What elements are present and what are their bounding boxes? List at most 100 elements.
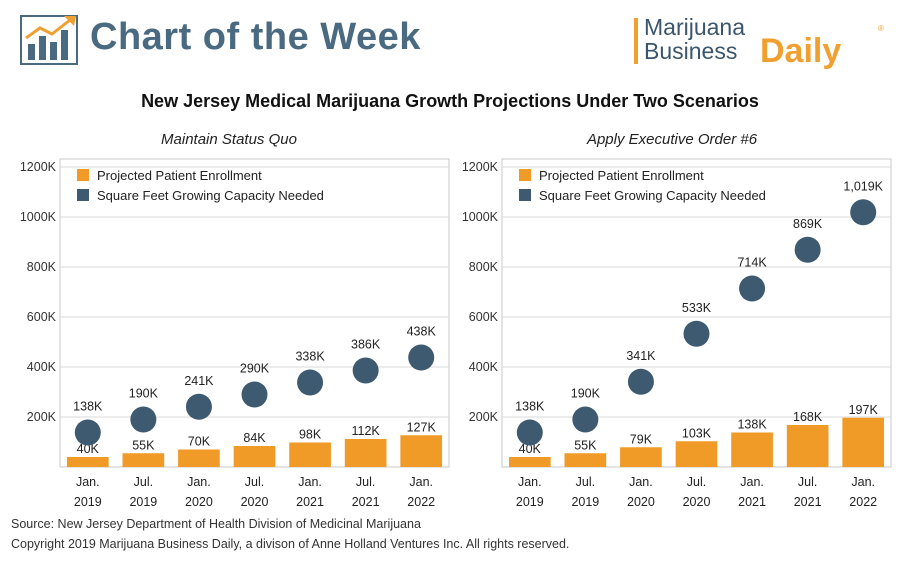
data-point xyxy=(627,368,654,395)
right-chart-title: Apply Executive Order #6 xyxy=(586,131,758,148)
brand-line1: Marijuana xyxy=(644,14,745,40)
x-tick-label-month: Jan. xyxy=(740,475,764,489)
data-point xyxy=(408,344,435,371)
plot-frame xyxy=(59,158,450,468)
point-data-label: 241K xyxy=(184,374,214,388)
y-tick-label: 800K xyxy=(27,260,57,274)
y-tick-label: 1000K xyxy=(462,210,499,224)
legend-swatch-bar xyxy=(519,169,531,181)
y-tick-label: 600K xyxy=(469,310,499,324)
bar xyxy=(122,453,165,467)
bar-data-label: 138K xyxy=(737,418,767,432)
legend-swatch-dot xyxy=(77,189,89,201)
bar xyxy=(731,432,773,467)
x-tick-label-year: 2019 xyxy=(129,495,157,509)
x-tick-label-year: 2021 xyxy=(296,495,324,509)
point-data-label: 438K xyxy=(407,325,437,339)
bar xyxy=(786,425,829,467)
x-tick-label-year: 2022 xyxy=(407,495,435,509)
bar-data-label: 84K xyxy=(243,431,266,445)
x-tick-label-year: 2020 xyxy=(627,495,655,509)
legend-label: Projected Patient Enrollment xyxy=(97,168,262,183)
x-tick-label-month: Jul. xyxy=(798,475,817,489)
point-data-label: 714K xyxy=(737,256,767,270)
chart-main-title: New Jersey Medical Marijuana Growth Proj… xyxy=(141,91,759,111)
legend-label: Square Feet Growing Capacity Needed xyxy=(539,188,766,203)
bar xyxy=(675,441,718,467)
bar-data-label: 55K xyxy=(132,438,155,452)
point-data-label: 190K xyxy=(571,387,601,401)
left-chart-title: Maintain Status Quo xyxy=(161,131,297,148)
legend-swatch-dot xyxy=(519,189,531,201)
brand-accent-bar xyxy=(634,18,638,64)
bar xyxy=(289,442,331,467)
x-tick-label-year: 2020 xyxy=(241,495,269,509)
legend-label: Square Feet Growing Capacity Needed xyxy=(97,188,324,203)
legend-label: Projected Patient Enrollment xyxy=(539,168,704,183)
bar xyxy=(400,435,443,467)
x-tick-label-month: Jan. xyxy=(851,475,875,489)
x-tick-label-month: Jan. xyxy=(187,475,211,489)
point-data-label: 290K xyxy=(240,362,270,376)
point-data-label: 1,019K xyxy=(843,179,883,193)
data-point xyxy=(794,236,821,263)
y-tick-label: 1200K xyxy=(20,160,57,174)
x-tick-label-year: 2020 xyxy=(683,495,711,509)
bar-data-label: 103K xyxy=(682,426,712,440)
y-tick-label: 200K xyxy=(469,410,499,424)
data-point xyxy=(850,199,877,226)
y-tick-label: 1000K xyxy=(20,210,57,224)
chart-of-the-week-icon xyxy=(20,15,78,65)
bar-data-label: 197K xyxy=(849,403,879,417)
y-tick-label: 400K xyxy=(27,360,57,374)
bar-data-label: 40K xyxy=(519,442,542,456)
x-tick-label-month: Jul. xyxy=(245,475,264,489)
y-tick-label: 800K xyxy=(469,260,499,274)
bar xyxy=(344,439,387,467)
legend-swatch-bar xyxy=(77,169,89,181)
data-point xyxy=(241,381,268,408)
point-data-label: 338K xyxy=(295,350,325,364)
data-point xyxy=(297,369,324,396)
x-tick-label-month: Jan. xyxy=(409,475,433,489)
point-data-label: 341K xyxy=(626,349,656,363)
y-tick-label: 400K xyxy=(469,360,499,374)
point-data-label: 386K xyxy=(351,338,381,352)
page-title: Chart of the Week xyxy=(90,16,421,58)
data-point xyxy=(572,406,599,433)
y-tick-label: 200K xyxy=(27,410,57,424)
bar xyxy=(564,453,607,467)
x-tick-label-month: Jul. xyxy=(356,475,375,489)
bar xyxy=(178,449,220,467)
header: Chart of the Week Marijuana Business Dai… xyxy=(0,0,900,80)
x-tick-label-month: Jan. xyxy=(518,475,542,489)
bar-data-label: 79K xyxy=(630,432,653,446)
point-data-label: 533K xyxy=(682,301,712,315)
point-data-label: 138K xyxy=(73,400,103,414)
bar-data-label: 70K xyxy=(188,435,211,449)
x-tick-label-month: Jul. xyxy=(687,475,706,489)
x-tick-label-year: 2021 xyxy=(738,495,766,509)
x-tick-label-month: Jan. xyxy=(298,475,322,489)
data-point xyxy=(74,419,101,446)
bar xyxy=(233,446,276,467)
x-tick-label-month: Jan. xyxy=(76,475,100,489)
y-tick-label: 1200K xyxy=(462,160,499,174)
left-chart: 200K 400K 600K 800K 1000K 1200K 40K 138K Jan. 201… xyxy=(20,158,450,509)
brand-logo: Marijuana Business Daily ® xyxy=(634,14,894,70)
x-tick-label-year: 2022 xyxy=(849,495,877,509)
brand-daily: Daily xyxy=(760,32,842,70)
data-point xyxy=(130,406,157,433)
registered-mark: ® xyxy=(878,24,884,33)
x-tick-label-month: Jul. xyxy=(134,475,153,489)
bar-data-label: 55K xyxy=(574,438,597,452)
point-data-label: 869K xyxy=(793,217,823,231)
data-point xyxy=(185,393,212,420)
x-tick-label-month: Jan. xyxy=(629,475,653,489)
bar-data-label: 98K xyxy=(299,428,322,442)
bar xyxy=(620,447,662,467)
bar-data-label: 112K xyxy=(352,424,381,438)
x-tick-label-year: 2021 xyxy=(352,495,380,509)
bar-data-label: 168K xyxy=(793,410,823,424)
data-point xyxy=(516,419,543,446)
